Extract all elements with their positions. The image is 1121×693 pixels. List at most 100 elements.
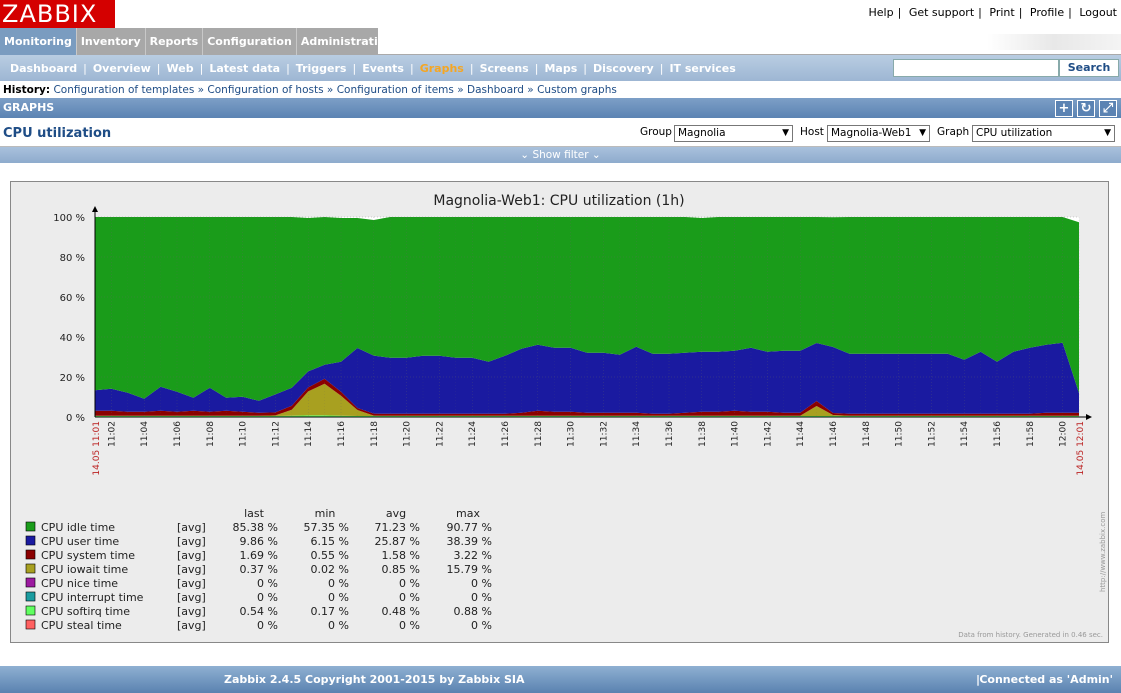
search-input[interactable] <box>893 59 1059 77</box>
legend-function: [avg] <box>177 605 206 618</box>
x-tick-label: 11:52 <box>927 421 937 447</box>
sub-menu: Dashboard | Overview | Web | Latest data | T… <box>0 55 1121 81</box>
x-tick-label: 11:20 <box>403 421 413 447</box>
refresh-icon[interactable]: ↻ <box>1077 100 1095 117</box>
menu-reports[interactable]: Reports <box>145 28 204 55</box>
legend-swatch <box>25 605 36 616</box>
history-item[interactable]: Configuration of hosts <box>207 84 324 96</box>
legend-avg: 0.85 % <box>382 563 420 576</box>
series-area-cpu-iowait-time <box>95 383 1079 416</box>
legend-header-last: last <box>244 507 265 520</box>
menu-monitoring[interactable]: Monitoring <box>0 28 77 55</box>
legend-last: 0 % <box>257 577 278 590</box>
legend-max: 38.39 % <box>447 535 492 548</box>
page-title: CPU utilization <box>3 126 112 141</box>
menu-configuration[interactable]: Configuration <box>203 28 297 55</box>
submenu-triggers[interactable]: Triggers <box>295 61 347 75</box>
legend-last: 0.37 % <box>240 563 278 576</box>
legend-min: 0 % <box>328 619 349 632</box>
legend-swatch <box>25 535 36 546</box>
x-tick-label: 11:26 <box>501 421 511 447</box>
y-tick-label: 80 % <box>60 253 85 264</box>
show-filter-bar[interactable]: ⌄ Show filter ⌄ <box>0 147 1121 163</box>
series-area-cpu-system-time <box>95 378 1079 416</box>
chevron-down-icon: ⌄ <box>591 149 601 161</box>
legend-header-min: min <box>315 507 336 520</box>
x-tick-label: 11:36 <box>665 421 675 447</box>
history-label: History: <box>3 84 51 96</box>
graph-select[interactable]: CPU utilization ▼ <box>972 125 1115 142</box>
x-tick-label: 11:32 <box>599 421 609 447</box>
x-tick-label: 11:40 <box>731 421 741 447</box>
submenu-discovery[interactable]: Discovery <box>592 61 654 75</box>
legend-last: 1.69 % <box>240 549 278 562</box>
submenu-dashboard[interactable]: Dashboard <box>10 61 78 75</box>
chevron-down-icon: ▼ <box>782 128 789 138</box>
legend-swatch <box>25 619 36 630</box>
fullscreen-icon[interactable]: ⤢ <box>1099 100 1117 117</box>
submenu-screens[interactable]: Screens <box>479 61 529 75</box>
x-tick-label: 12:00 <box>1059 421 1069 447</box>
x-tick-label: 11:38 <box>698 421 708 447</box>
legend-name: CPU system time <box>41 549 135 562</box>
submenu-it-services[interactable]: IT services <box>669 61 736 75</box>
legend-max: 0 % <box>471 619 492 632</box>
x-tick-label: 11:30 <box>567 421 577 447</box>
submenu-web[interactable]: Web <box>166 61 194 75</box>
get-support-link[interactable]: Get support <box>908 6 975 19</box>
top-links: Help | Get support | Print | Profile | Logou… <box>868 6 1117 19</box>
graph-label: Graph <box>937 126 970 138</box>
x-tick-label: 11:12 <box>271 421 281 447</box>
x-tick-label: 11:10 <box>239 421 249 447</box>
main-menu: Monitoring Inventory Reports Configurati… <box>0 28 399 55</box>
legend-max: 0.88 % <box>454 605 492 618</box>
submenu-overview[interactable]: Overview <box>92 61 151 75</box>
legend-name: CPU interrupt time <box>41 591 144 604</box>
zabbix-logo[interactable]: ZABBIX <box>0 0 115 28</box>
y-tick-label: 60 % <box>60 293 85 304</box>
legend-name: CPU user time <box>41 535 119 548</box>
add-to-favourites-icon[interactable]: + <box>1055 100 1073 117</box>
legend-function: [avg] <box>177 563 206 576</box>
legend-header-max: max <box>456 507 480 520</box>
submenu-events[interactable]: Events <box>362 61 404 75</box>
user-bar <box>378 28 1121 55</box>
help-link[interactable]: Help <box>868 6 894 19</box>
y-axis-arrow <box>92 206 98 212</box>
legend-name: CPU steal time <box>41 619 122 632</box>
legend-function: [avg] <box>177 549 206 562</box>
legend-max: 3.22 % <box>454 549 492 562</box>
history-item[interactable]: Configuration of items <box>336 84 454 96</box>
host-select[interactable]: Magnolia-Web1 ▼ <box>827 125 930 142</box>
x-tick-label: 11:14 <box>304 421 314 447</box>
submenu-maps[interactable]: Maps <box>544 61 578 75</box>
menu-inventory[interactable]: Inventory <box>76 28 146 55</box>
group-select-value: Magnolia <box>678 127 726 139</box>
x-tick-label: 11:18 <box>370 421 380 447</box>
legend-swatch <box>25 521 36 532</box>
legend-min: 0.55 % <box>311 549 349 562</box>
profile-link[interactable]: Profile <box>1029 6 1065 19</box>
submenu-latest-data[interactable]: Latest data <box>209 61 281 75</box>
title-bar: CPU utilization Group Magnolia ▼ Host Mag… <box>0 121 1121 147</box>
y-tick-label: 40 % <box>60 333 85 344</box>
submenu-graphs[interactable]: Graphs <box>419 61 464 75</box>
history-item[interactable]: Configuration of templates <box>53 84 195 96</box>
legend-swatch <box>25 563 36 574</box>
x-tick-label: 11:24 <box>468 421 478 447</box>
x-tick-label: 11:54 <box>960 421 970 447</box>
series-area-cpu-user-time <box>95 342 1079 414</box>
legend-max: 15.79 % <box>447 563 492 576</box>
logout-link[interactable]: Logout <box>1079 6 1117 19</box>
print-link[interactable]: Print <box>989 6 1015 19</box>
legend-name: CPU iowait time <box>41 563 128 576</box>
legend-avg: 71.23 % <box>375 521 420 534</box>
group-select[interactable]: Magnolia ▼ <box>674 125 793 142</box>
history-item[interactable]: Custom graphs <box>537 84 617 96</box>
history-item[interactable]: Dashboard <box>467 84 524 96</box>
show-filter-label: Show filter <box>532 149 589 161</box>
y-tick-label: 20 % <box>60 373 85 384</box>
search-button[interactable]: Search <box>1059 59 1119 77</box>
legend-name: CPU nice time <box>41 577 118 590</box>
legend-function: [avg] <box>177 619 206 632</box>
